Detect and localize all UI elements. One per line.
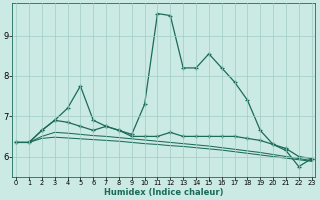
X-axis label: Humidex (Indice chaleur): Humidex (Indice chaleur) — [104, 188, 224, 197]
